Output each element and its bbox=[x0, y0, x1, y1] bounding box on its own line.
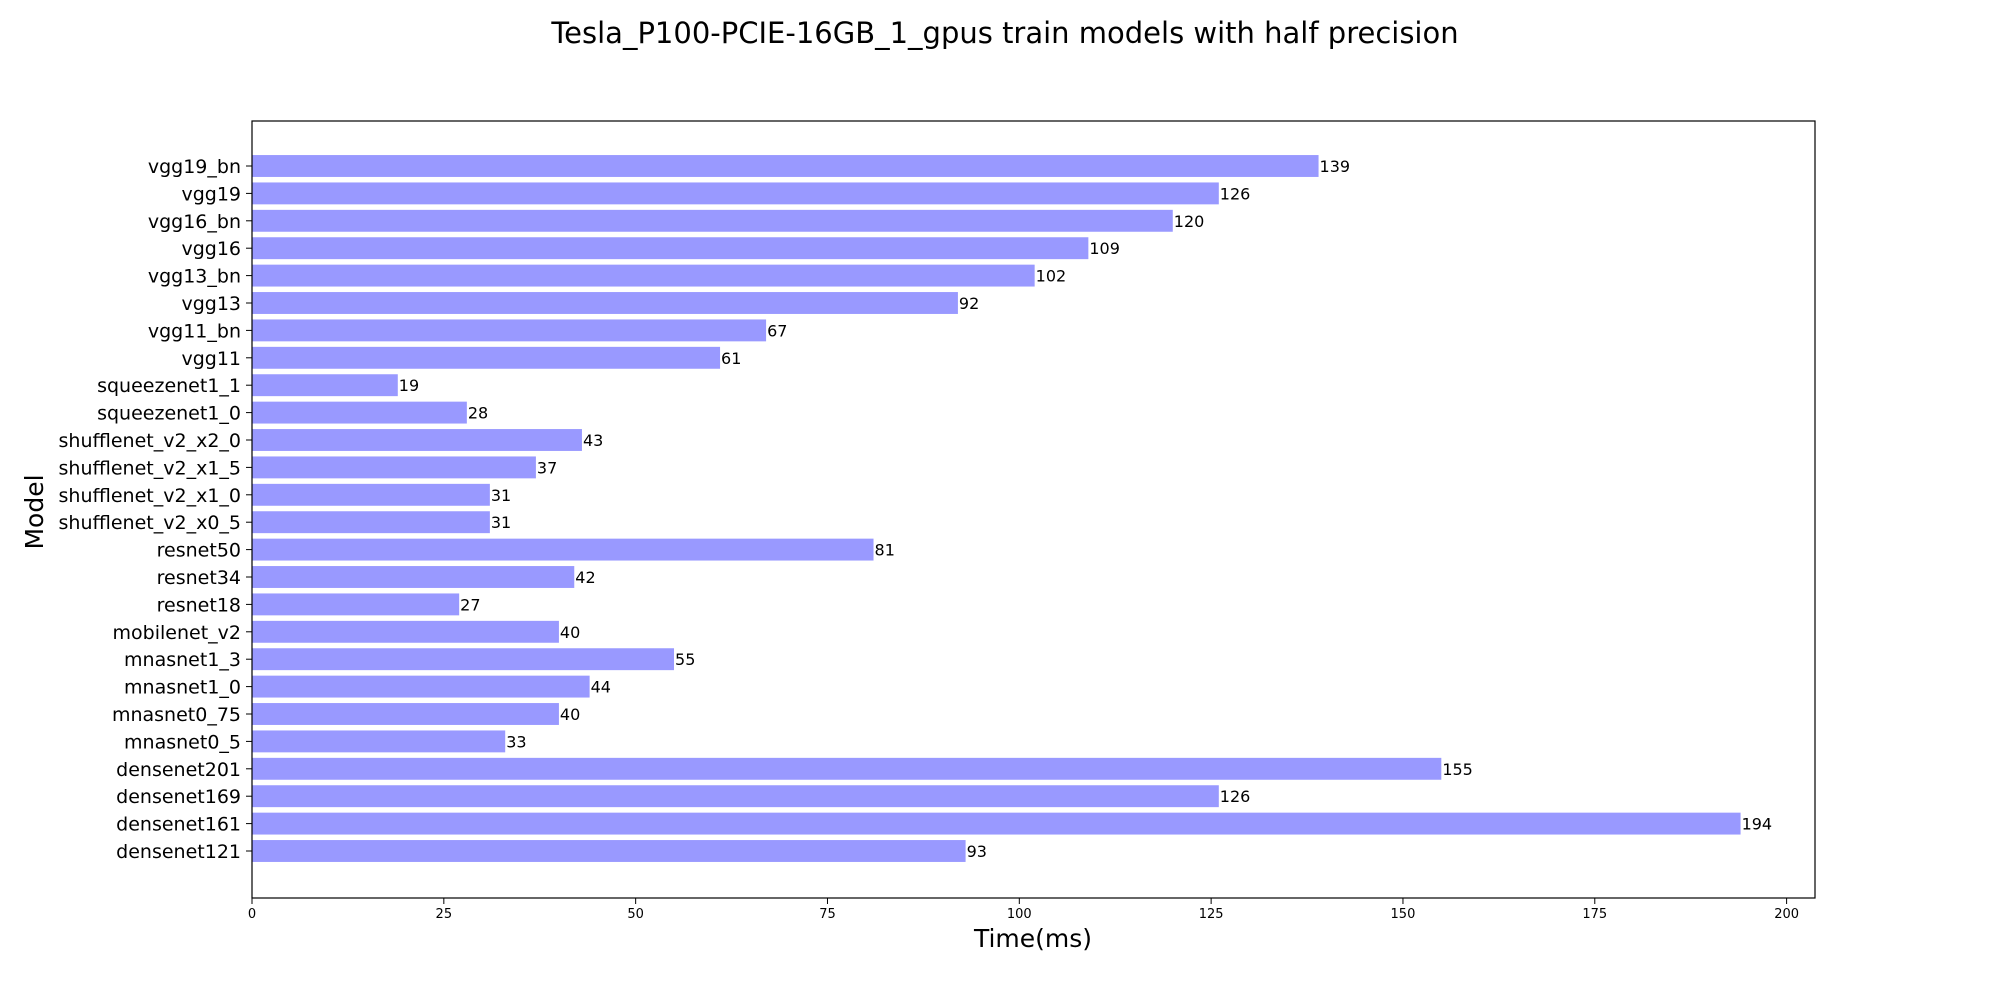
bar-shufflenet_v2_x2_0 bbox=[252, 429, 582, 451]
bar-vgg13 bbox=[252, 292, 958, 314]
value-label-densenet169: 126 bbox=[1220, 787, 1251, 806]
y-axis-label: Model bbox=[20, 474, 49, 549]
y-tick-label-resnet50: resnet50 bbox=[157, 540, 241, 562]
value-label-vgg19_bn: 139 bbox=[1320, 157, 1351, 176]
y-axis: densenet121 densenet161 densenet169 densene… bbox=[59, 156, 252, 863]
bar-densenet169 bbox=[252, 785, 1219, 808]
bar-squeezenet1_0 bbox=[252, 401, 467, 424]
x-tick-label: 75 bbox=[819, 907, 836, 922]
bar-resnet50 bbox=[252, 538, 874, 561]
value-label-vgg16_bn: 120 bbox=[1174, 212, 1205, 231]
y-tick-label-resnet34: resnet34 bbox=[157, 567, 241, 589]
y-tick-label-mnasnet1_3: mnasnet1_3 bbox=[124, 649, 241, 671]
bar-vgg11 bbox=[252, 346, 721, 369]
x-tick-label: 0 bbox=[248, 907, 256, 922]
value-label-densenet121: 93 bbox=[967, 842, 987, 861]
bar-shufflenet_v2_x0_5 bbox=[252, 511, 490, 534]
value-label-densenet201: 155 bbox=[1442, 760, 1473, 779]
y-tick-label-vgg16: vgg16 bbox=[181, 238, 241, 260]
bar-mobilenet_v2 bbox=[252, 620, 559, 643]
value-label-vgg13: 92 bbox=[959, 294, 979, 313]
y-tick-label-densenet161: densenet161 bbox=[116, 814, 241, 836]
y-tick-label-vgg19: vgg19 bbox=[181, 183, 241, 205]
x-tick-label: 125 bbox=[1199, 907, 1224, 922]
y-tick-label-mnasnet0_75: mnasnet0_75 bbox=[112, 704, 241, 726]
value-label-shufflenet_v2_x0_5: 31 bbox=[491, 513, 511, 532]
y-tick-label-squeezenet1_0: squeezenet1_0 bbox=[97, 403, 241, 425]
x-tick-label: 150 bbox=[1391, 907, 1416, 922]
value-label-vgg19: 126 bbox=[1220, 184, 1251, 203]
y-tick-label-vgg19_bn: vgg19_bn bbox=[148, 156, 241, 178]
x-tick-label: 50 bbox=[627, 907, 644, 922]
bar-shufflenet_v2_x1_5 bbox=[252, 456, 536, 479]
y-tick-label-squeezenet1_1: squeezenet1_1 bbox=[97, 375, 241, 397]
bar-squeezenet1_1 bbox=[252, 374, 398, 397]
bar-mnasnet0_75 bbox=[252, 703, 559, 725]
y-tick-label-shufflenet_v2_x2_0: shufflenet_v2_x2_0 bbox=[59, 430, 241, 452]
value-label-vgg11_bn: 67 bbox=[767, 321, 787, 340]
value-label-resnet34: 42 bbox=[575, 568, 595, 587]
y-tick-label-shufflenet_v2_x1_0: shufflenet_v2_x1_0 bbox=[59, 485, 241, 507]
y-tick-label-mobilenet_v2: mobilenet_v2 bbox=[113, 622, 241, 644]
value-label-resnet50: 81 bbox=[875, 541, 895, 560]
bar-mnasnet1_0 bbox=[252, 675, 590, 698]
y-tick-label-vgg13: vgg13 bbox=[181, 293, 241, 315]
bar-densenet121 bbox=[252, 840, 966, 862]
bar-resnet34 bbox=[252, 566, 575, 588]
bar-densenet201 bbox=[252, 757, 1442, 780]
bar-vgg13_bn bbox=[252, 264, 1035, 287]
value-label-shufflenet_v2_x1_0: 31 bbox=[491, 486, 511, 505]
y-tick-label-resnet18: resnet18 bbox=[157, 594, 241, 616]
y-tick-label-shufflenet_v2_x1_5: shufflenet_v2_x1_5 bbox=[59, 457, 241, 479]
x-tick-label: 200 bbox=[1774, 907, 1799, 922]
bar-mnasnet1_3 bbox=[252, 648, 675, 671]
bar-vgg19_bn bbox=[252, 155, 1319, 177]
value-label-vgg11: 61 bbox=[721, 349, 741, 368]
y-tick-label-vgg16_bn: vgg16_bn bbox=[148, 211, 241, 233]
bar-densenet161 bbox=[252, 812, 1741, 835]
y-tick-label-densenet201: densenet201 bbox=[116, 759, 241, 781]
value-label-resnet18: 27 bbox=[460, 595, 480, 614]
y-tick-label-mnasnet1_0: mnasnet1_0 bbox=[124, 677, 241, 699]
x-tick-label: 100 bbox=[1007, 907, 1032, 922]
value-label-mnasnet1_0: 44 bbox=[591, 678, 611, 697]
y-tick-label-mnasnet0_5: mnasnet0_5 bbox=[124, 731, 241, 753]
value-label-mobilenet_v2: 40 bbox=[560, 623, 580, 642]
value-label-squeezenet1_0: 28 bbox=[468, 404, 488, 423]
x-axis-label: Time(ms) bbox=[973, 924, 1092, 953]
value-label-densenet161: 194 bbox=[1742, 815, 1773, 834]
x-axis: 0 25 50 75 100 125 150 175 200 bbox=[248, 898, 1799, 922]
y-tick-label-vgg11_bn: vgg11_bn bbox=[148, 320, 241, 342]
y-tick-label-vgg11: vgg11 bbox=[181, 348, 241, 370]
x-tick-label: 25 bbox=[436, 907, 453, 922]
bar-vgg19 bbox=[252, 182, 1219, 205]
plot-area: 93 194 126 155 33 40 44 55 40 27 42 81 31 31 37 43 28 19 6… bbox=[252, 155, 1772, 862]
bar-vgg16_bn bbox=[252, 209, 1173, 232]
y-tick-label-densenet121: densenet121 bbox=[116, 841, 241, 863]
value-label-mnasnet0_75: 40 bbox=[560, 705, 580, 724]
plot-frame bbox=[251, 120, 1816, 899]
x-tick-label: 175 bbox=[1582, 907, 1607, 922]
bar-vgg11_bn bbox=[252, 319, 767, 342]
value-label-shufflenet_v2_x1_5: 37 bbox=[537, 458, 557, 477]
bar-shufflenet_v2_x1_0 bbox=[252, 483, 490, 506]
bar-resnet18 bbox=[252, 593, 460, 616]
y-tick-label-densenet169: densenet169 bbox=[116, 786, 241, 808]
chart-title: Tesla_P100-PCIE-16GB_1_gpus train models… bbox=[550, 16, 1458, 50]
value-label-squeezenet1_1: 19 bbox=[399, 376, 419, 395]
value-label-shufflenet_v2_x2_0: 43 bbox=[583, 431, 603, 450]
value-label-vgg13_bn: 102 bbox=[1036, 267, 1067, 286]
value-label-mnasnet1_3: 55 bbox=[675, 650, 695, 669]
bar-vgg16 bbox=[252, 237, 1089, 260]
y-tick-label-vgg13_bn: vgg13_bn bbox=[148, 266, 241, 288]
bar-mnasnet0_5 bbox=[252, 730, 506, 753]
value-label-mnasnet0_5: 33 bbox=[506, 732, 526, 751]
y-tick-label-shufflenet_v2_x0_5: shufflenet_v2_x0_5 bbox=[59, 512, 241, 534]
value-label-vgg16: 109 bbox=[1089, 239, 1120, 258]
